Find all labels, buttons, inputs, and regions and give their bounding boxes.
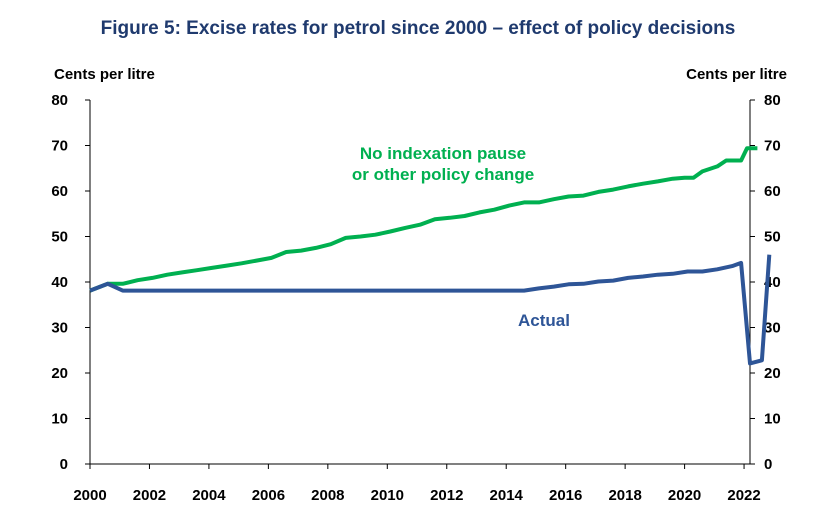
x-tick-label: 2008 (311, 487, 344, 504)
y-tick-label-left: 20 (51, 365, 68, 382)
series-line-no-indexation-pause (89, 146, 758, 293)
y-tick-label-right: 30 (764, 320, 781, 337)
series-label-no-indexation-pause: No indexation pause (360, 144, 526, 163)
x-tick-label: 2000 (73, 487, 106, 504)
y-tick-label-left: 10 (51, 411, 68, 428)
y-axis-label-left: Cents per litre (54, 66, 155, 83)
y-tick-label-left: 0 (60, 456, 68, 473)
x-tick-label: 2004 (192, 487, 226, 504)
x-tick-label: 2022 (727, 487, 760, 504)
y-tick-label-right: 50 (764, 229, 781, 246)
x-tick-label: 2010 (371, 487, 404, 504)
series-label-no-indexation-pause: or other policy change (352, 165, 534, 184)
y-tick-label-right: 0 (764, 456, 772, 473)
x-tick-label: 2016 (549, 487, 582, 504)
x-tick-label: 2002 (133, 487, 166, 504)
y-tick-label-left: 30 (51, 320, 68, 337)
y-axis-label-right: Cents per litre (686, 66, 787, 83)
series-lines (89, 146, 772, 366)
x-tick-label: 2014 (490, 487, 524, 504)
y-tick-label-left: 50 (51, 229, 68, 246)
y-tick-label-left: 80 (51, 92, 68, 109)
y-tick-label-left: 70 (51, 138, 68, 155)
x-tick-label: 2006 (252, 487, 285, 504)
chart-title: Figure 5: Excise rates for petrol since … (101, 18, 736, 39)
series-labels: No indexation pause or other policy chang… (352, 144, 570, 330)
x-tick-label: 2020 (668, 487, 701, 504)
y-tick-label-right: 20 (764, 365, 781, 382)
x-tick-label: 2012 (430, 487, 463, 504)
series-line-actual (89, 254, 772, 366)
y-tick-label-left: 60 (51, 183, 68, 200)
series-label-actual: Actual (518, 311, 570, 330)
y-tick-label-right: 70 (764, 138, 781, 155)
y-tick-label-right: 10 (764, 411, 781, 428)
y-tick-label-right: 60 (764, 183, 781, 200)
y-tick-label-left: 40 (51, 274, 68, 291)
y-tick-label-right: 80 (764, 92, 781, 109)
x-tick-label: 2018 (608, 487, 641, 504)
